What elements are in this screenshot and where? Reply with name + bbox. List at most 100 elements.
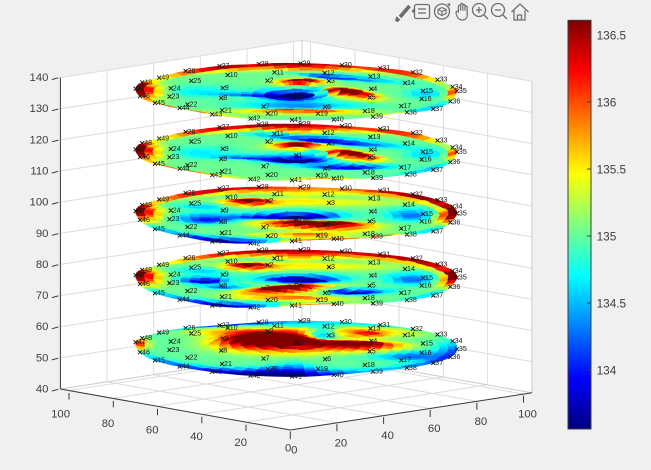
svg-text:46: 46 bbox=[142, 153, 150, 161]
svg-text:42: 42 bbox=[253, 371, 261, 379]
svg-text:17: 17 bbox=[403, 356, 411, 364]
svg-text:30: 30 bbox=[344, 248, 352, 256]
svg-text:14: 14 bbox=[407, 79, 415, 87]
svg-text:12: 12 bbox=[327, 322, 335, 330]
svg-text:19: 19 bbox=[320, 365, 328, 373]
svg-text:3: 3 bbox=[331, 263, 335, 271]
svg-text:100: 100 bbox=[518, 409, 537, 421]
svg-text:39: 39 bbox=[375, 299, 383, 307]
svg-text:20: 20 bbox=[270, 296, 278, 304]
svg-text:35: 35 bbox=[459, 87, 467, 95]
svg-text:42: 42 bbox=[253, 304, 261, 312]
svg-text:2: 2 bbox=[270, 197, 274, 205]
svg-text:27: 27 bbox=[222, 321, 230, 329]
svg-text:25: 25 bbox=[193, 200, 201, 208]
svg-text:3: 3 bbox=[331, 77, 335, 85]
svg-text:42: 42 bbox=[253, 239, 261, 247]
svg-text:80: 80 bbox=[475, 416, 488, 428]
svg-text:1: 1 bbox=[298, 339, 302, 347]
svg-text:16: 16 bbox=[424, 156, 432, 164]
svg-text:19: 19 bbox=[320, 231, 328, 239]
svg-text:60: 60 bbox=[36, 321, 49, 333]
svg-text:2: 2 bbox=[270, 77, 274, 85]
svg-text:40: 40 bbox=[381, 430, 394, 442]
svg-text:11: 11 bbox=[277, 254, 284, 262]
svg-text:70: 70 bbox=[36, 290, 49, 302]
svg-text:39: 39 bbox=[375, 113, 383, 121]
svg-text:2: 2 bbox=[270, 261, 274, 269]
svg-text:6: 6 bbox=[327, 289, 331, 297]
svg-text:26: 26 bbox=[188, 324, 196, 332]
svg-text:7: 7 bbox=[266, 223, 270, 231]
svg-text:10: 10 bbox=[230, 193, 238, 201]
svg-text:14: 14 bbox=[407, 139, 415, 147]
svg-text:12: 12 bbox=[327, 69, 335, 77]
svg-text:47: 47 bbox=[138, 271, 146, 279]
svg-text:21: 21 bbox=[224, 293, 232, 301]
svg-text:0: 0 bbox=[285, 442, 291, 454]
svg-text:17: 17 bbox=[403, 163, 411, 171]
svg-text:20: 20 bbox=[270, 109, 278, 117]
svg-text:6: 6 bbox=[327, 165, 331, 173]
svg-text:35: 35 bbox=[459, 148, 467, 156]
svg-text:42: 42 bbox=[253, 115, 261, 123]
svg-text:6: 6 bbox=[327, 103, 331, 111]
svg-text:32: 32 bbox=[415, 325, 423, 333]
svg-text:9: 9 bbox=[225, 207, 229, 215]
svg-text:26: 26 bbox=[188, 128, 196, 136]
svg-text:25: 25 bbox=[193, 330, 201, 338]
svg-text:30: 30 bbox=[344, 185, 352, 193]
svg-text:37: 37 bbox=[435, 105, 443, 113]
svg-text:28: 28 bbox=[261, 60, 269, 68]
svg-text:43: 43 bbox=[214, 110, 222, 118]
svg-text:5: 5 bbox=[372, 282, 376, 290]
svg-text:39: 39 bbox=[375, 174, 383, 182]
svg-text:18: 18 bbox=[367, 230, 375, 238]
svg-text:33: 33 bbox=[440, 260, 448, 268]
svg-text:2: 2 bbox=[270, 327, 274, 335]
svg-text:12: 12 bbox=[327, 255, 335, 263]
svg-text:3: 3 bbox=[331, 331, 335, 339]
svg-text:31: 31 bbox=[382, 125, 390, 133]
svg-text:36: 36 bbox=[452, 97, 460, 105]
svg-text:44: 44 bbox=[182, 104, 190, 112]
svg-text:37: 37 bbox=[435, 359, 443, 367]
svg-text:37: 37 bbox=[435, 227, 443, 235]
svg-text:19: 19 bbox=[320, 171, 328, 179]
svg-text:43: 43 bbox=[214, 238, 222, 246]
svg-text:39: 39 bbox=[375, 368, 383, 376]
svg-text:48: 48 bbox=[144, 139, 152, 147]
svg-text:28: 28 bbox=[261, 319, 269, 327]
svg-text:39: 39 bbox=[375, 233, 383, 241]
svg-text:60: 60 bbox=[428, 423, 441, 435]
svg-text:19: 19 bbox=[320, 110, 328, 118]
svg-text:1: 1 bbox=[298, 279, 302, 287]
svg-text:50: 50 bbox=[36, 352, 49, 364]
svg-text:28: 28 bbox=[261, 183, 269, 191]
svg-text:21: 21 bbox=[224, 167, 232, 175]
svg-text:14: 14 bbox=[407, 201, 415, 209]
svg-text:40: 40 bbox=[336, 300, 344, 308]
svg-text:35: 35 bbox=[459, 274, 467, 282]
svg-text:31: 31 bbox=[382, 64, 390, 72]
svg-text:33: 33 bbox=[440, 331, 448, 339]
svg-text:34: 34 bbox=[455, 337, 463, 345]
svg-text:49: 49 bbox=[161, 261, 169, 269]
svg-text:25: 25 bbox=[193, 77, 201, 85]
svg-text:11: 11 bbox=[277, 130, 284, 138]
svg-text:34: 34 bbox=[455, 83, 463, 91]
svg-text:31: 31 bbox=[382, 321, 390, 329]
svg-text:41: 41 bbox=[294, 373, 302, 381]
svg-text:40: 40 bbox=[336, 175, 344, 183]
svg-text:8: 8 bbox=[223, 94, 227, 102]
svg-text:80: 80 bbox=[102, 418, 115, 430]
svg-text:49: 49 bbox=[161, 329, 169, 337]
svg-text:7: 7 bbox=[266, 285, 270, 293]
svg-text:136.5: 136.5 bbox=[597, 28, 627, 42]
svg-text:1: 1 bbox=[298, 151, 302, 159]
svg-text:10: 10 bbox=[230, 324, 238, 332]
svg-text:6: 6 bbox=[327, 221, 331, 229]
svg-text:17: 17 bbox=[403, 289, 411, 297]
svg-text:49: 49 bbox=[161, 135, 169, 143]
svg-text:37: 37 bbox=[435, 292, 443, 300]
